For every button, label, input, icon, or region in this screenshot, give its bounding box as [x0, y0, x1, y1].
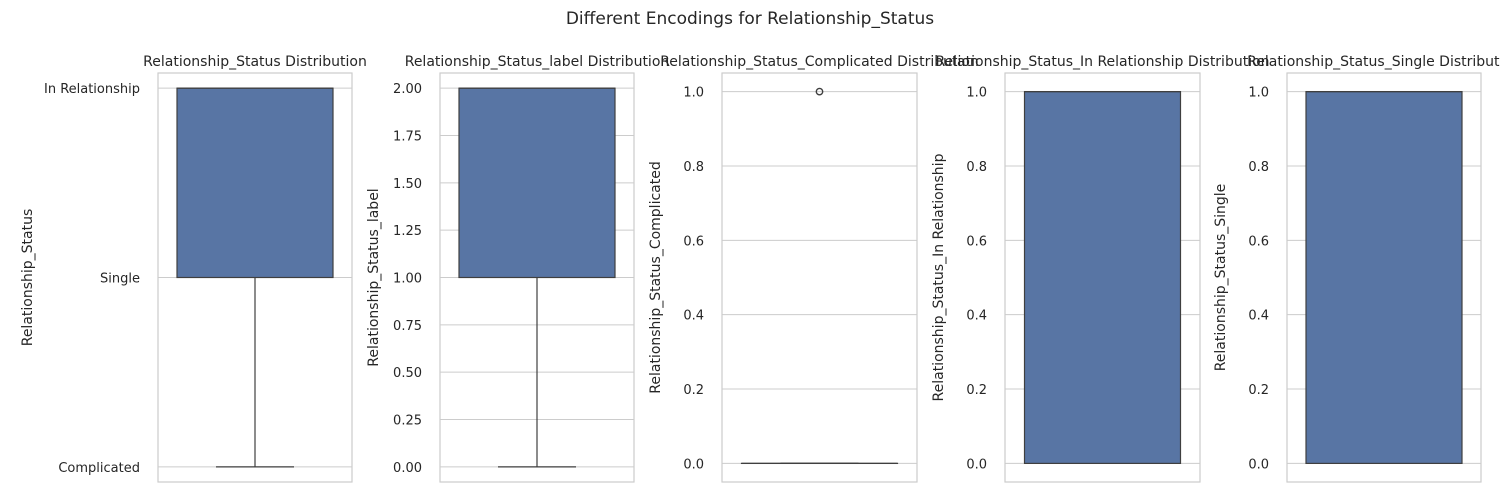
y-tick-label: Complicated: [58, 461, 140, 476]
iqr-box: [1023, 90, 1182, 465]
y-tick-label: 0.2: [966, 383, 987, 398]
panel-3: 0.0 0.2 0.4 0.6 0.8 1.0 Relationship_Status_Co…: [648, 54, 979, 483]
y-tick-label: 1.0: [683, 86, 704, 101]
panel-title: Relationship_Status_In Relationship Dist…: [935, 54, 1269, 70]
y-tick-label: 0.4: [1248, 309, 1269, 324]
y-axis-label: Relationship_Status_label: [366, 188, 382, 366]
y-tick-label: 0.6: [966, 234, 987, 249]
y-axis-label: Relationship_Status_In Relationship: [931, 153, 947, 401]
panel-title: Relationship_Status_Complicated Distribu…: [660, 54, 979, 70]
y-tick-label: 0.6: [1248, 234, 1269, 249]
y-tick-label: 1.75: [393, 129, 422, 144]
y-axis-label: Relationship_Status: [20, 209, 36, 347]
y-tick-label: 0.8: [966, 160, 987, 175]
axes-frame: [157, 72, 353, 483]
y-tick-label: 0.2: [1248, 383, 1269, 398]
axes-frame: [439, 72, 635, 483]
y-tick-label: 1.0: [1248, 86, 1269, 101]
panel-5: 0.0 0.2 0.4 0.6 0.8 1.0 Relationship_Status_Si…: [1213, 54, 1500, 483]
y-tick-label: 2.00: [393, 82, 422, 97]
y-tick-label: 0.4: [683, 309, 704, 324]
panel-2: 0.00 0.25 0.50 0.75 1.00 1.25 1.50 1.75 2.00 Rela…: [366, 54, 670, 483]
y-tick-label: 0.0: [683, 457, 704, 472]
iqr-box: [176, 87, 334, 279]
figure-title: Different Encodings for Relationship_Sta…: [566, 9, 934, 29]
y-tick-label: 0.0: [1248, 457, 1269, 472]
y-tick-label: In Relationship: [44, 82, 140, 97]
axes-frame: [1286, 72, 1482, 483]
y-axis-label: Relationship_Status_Complicated: [648, 161, 664, 393]
panel-4: 0.0 0.2 0.4 0.6 0.8 1.0 Relationship_Status_In…: [931, 54, 1270, 483]
y-tick-label: 0.2: [683, 383, 704, 398]
iqr-box: [458, 87, 616, 279]
y-tick-label: 0.00: [393, 461, 422, 476]
y-tick-label: 0.8: [1248, 160, 1269, 175]
y-tick-label: 1.50: [393, 177, 422, 192]
panel-title: Relationship_Status_label Distribution: [405, 54, 670, 70]
y-tick-label: 1.0: [966, 86, 987, 101]
iqr-box: [1305, 90, 1463, 465]
y-tick-label: 1.00: [393, 272, 422, 287]
panel-title: Relationship_Status_Single Distribution: [1247, 54, 1500, 70]
y-tick-label: 0.25: [393, 414, 422, 429]
y-tick-label: 0.75: [393, 319, 422, 334]
y-tick-label: Single: [100, 272, 140, 287]
y-tick-label: 1.25: [393, 224, 422, 239]
panel-title: Relationship_Status Distribution: [143, 54, 367, 70]
y-axis-label: Relationship_Status_Single: [1213, 184, 1229, 372]
axes-frame: [1004, 72, 1201, 483]
y-tick-label: 0.6: [683, 234, 704, 249]
outlier-point: [815, 87, 824, 96]
y-tick-label: 0.50: [393, 366, 422, 381]
y-tick-label: 0.8: [683, 160, 704, 175]
y-tick-label: 0.4: [966, 309, 987, 324]
axes-frame: [721, 72, 918, 483]
y-tick-label: 0.0: [966, 457, 987, 472]
